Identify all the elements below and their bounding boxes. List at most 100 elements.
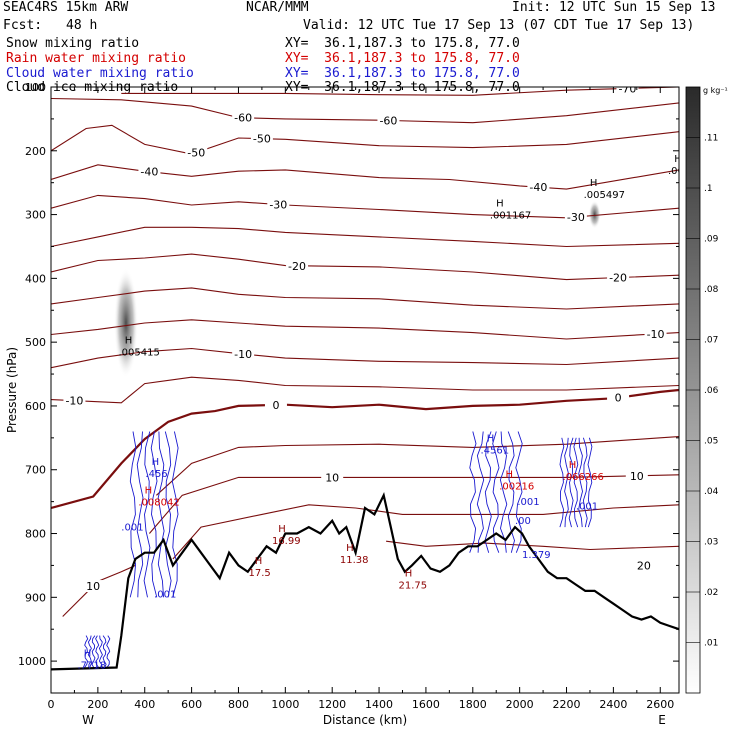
max-value-label: .001167	[490, 211, 531, 222]
max-marker: H	[590, 178, 598, 189]
max-value-label: .066266	[563, 472, 604, 483]
colorbar: .11 .1 .09 .08 .07 .06 .05 .04 .03 .02 .01 g kg⁻¹	[685, 86, 728, 694]
isotherm-contour	[51, 194, 679, 219]
max-value-label: 11.38	[340, 555, 369, 566]
cloud-water-contour	[106, 635, 111, 668]
isotherm-label: -50	[187, 146, 205, 159]
max-marker: H	[346, 543, 354, 554]
isotherm-contour	[156, 436, 679, 496]
max-marker: H	[505, 470, 513, 481]
isotherm-contour	[148, 474, 679, 534]
colorbar-tick-label: .09	[704, 235, 719, 245]
colorbar-tick-label: .03	[704, 538, 718, 548]
isotherm-contour	[386, 540, 679, 551]
isotherm-label: -20	[609, 272, 627, 285]
cloud-water-contour	[559, 437, 565, 528]
x-tick-label: 2200	[553, 698, 581, 711]
isotherm-contour	[51, 124, 679, 155]
cloud-water-contour	[91, 635, 96, 668]
field-cloudwater-xy: XY= 36.1,187.3 to 175.8, 77.0	[285, 66, 520, 81]
isotherm-label: 10	[86, 580, 100, 593]
x-tick-label: 200	[87, 698, 108, 711]
x-tick-label: 800	[228, 698, 249, 711]
cloud-water-contour	[87, 635, 92, 668]
y-tick-label: 100	[25, 81, 46, 94]
cloud-water-contour	[157, 431, 165, 598]
contour-label: .001	[121, 522, 143, 533]
isotherm-contour	[51, 347, 679, 369]
snow-shading	[588, 200, 601, 229]
isotherm-contour	[51, 287, 679, 310]
field-snow-xy: XY= 36.1,187.3 to 175.8, 77.0	[285, 36, 520, 51]
cloud-water-contour	[164, 431, 172, 598]
max-marker: H	[278, 524, 286, 535]
x-tick-label: 600	[181, 698, 202, 711]
isotherm-label: -10	[234, 348, 252, 361]
x-tick-label: 1800	[459, 698, 487, 711]
isotherm-label: -10	[647, 328, 665, 341]
colorbar-unit-label: g kg⁻¹	[703, 86, 728, 95]
max-marker: H	[152, 457, 160, 468]
max-value-label: .005415	[118, 348, 159, 359]
cloud-water-contour	[95, 635, 100, 668]
cloud-water-contour	[568, 437, 574, 528]
field-cloudwater-name: Cloud water mixing ratio	[6, 66, 194, 81]
isotherm-label: -70	[618, 82, 636, 95]
x-tick-label: 1200	[318, 698, 346, 711]
plot-frame	[50, 86, 680, 694]
isotherm-contour	[51, 97, 679, 124]
x-tick-label: 1400	[365, 698, 393, 711]
max-marker: H	[569, 460, 577, 471]
x-axis-title: Distance (km)	[323, 713, 407, 727]
isotherm-label: 10	[630, 470, 644, 483]
isotherm-contour	[51, 226, 679, 248]
colorbar-tick-label: .04	[704, 487, 719, 497]
contour-label: .001	[154, 589, 176, 600]
isotherm-contour	[51, 253, 679, 281]
isotherm-label: -40	[140, 166, 158, 179]
cloud-water-contour	[578, 437, 583, 528]
cloud-water-contour	[150, 431, 158, 598]
cloud-water-contour	[484, 431, 492, 553]
colorbar-tick-label: .07	[704, 336, 718, 346]
isotherm-label: 10	[325, 471, 339, 484]
max-value-label: 16.99	[272, 536, 301, 547]
cloud-water-contour	[129, 431, 137, 598]
x-tick-label: 2000	[506, 698, 534, 711]
contour-label: .00	[515, 516, 531, 527]
isotherm-label: -60	[379, 114, 397, 127]
max-value-label: .006	[668, 166, 690, 177]
max-value-label: .008042	[138, 498, 179, 509]
cloud-water-contour	[171, 431, 179, 598]
valid-time: Valid: 12 UTC Tue 17 Sep 13 (07 CDT Tue …	[303, 18, 695, 33]
model-title: SEAC4RS 15km ARW	[3, 0, 129, 15]
isotherm-contour	[51, 388, 679, 510]
isotherm-label: -10	[65, 395, 83, 408]
isotherm-label: -40	[529, 181, 547, 194]
cloud-water-contour	[469, 431, 477, 553]
isotherm-label: -30	[269, 199, 287, 212]
max-value-label: 17.5	[249, 568, 271, 579]
max-marker: H	[255, 556, 263, 567]
y-tick-label: 900	[25, 591, 46, 604]
x-tick-label: 0	[48, 698, 55, 711]
cloud-water-contour	[143, 431, 151, 598]
center-title: NCAR/MMM	[246, 0, 309, 15]
isotherm-label: -20	[288, 260, 306, 273]
isotherm-contour	[121, 87, 679, 96]
terrain-line	[51, 491, 679, 671]
colorbar-tick-label: .11	[704, 134, 718, 144]
isotherm-label: 0	[615, 392, 622, 405]
cloud-water-contour	[582, 437, 588, 528]
snow-shading	[113, 268, 138, 379]
isotherm-contour	[51, 319, 679, 340]
x-tick-label: 400	[134, 698, 155, 711]
max-marker: H	[496, 199, 504, 210]
isotherm-label: -50	[253, 133, 271, 146]
y-tick-label: 1000	[18, 655, 46, 668]
endpoint-east-label: E	[658, 713, 666, 727]
cloud-water-contour	[492, 431, 500, 553]
cloud-water-contour	[499, 431, 508, 553]
colorbar-tick-label: .02	[704, 588, 718, 598]
isotherm-label: 0	[272, 399, 279, 412]
